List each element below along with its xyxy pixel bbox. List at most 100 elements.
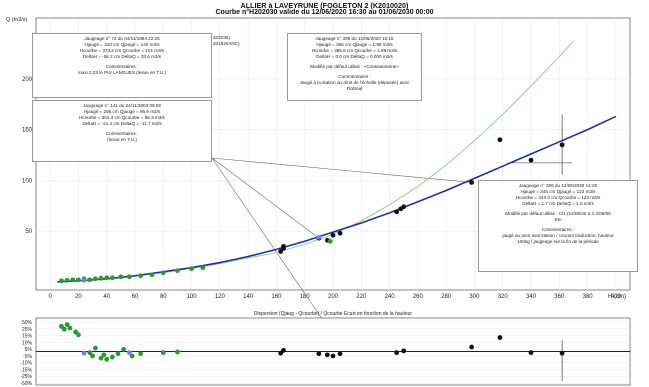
dispersion-point-recent <box>330 353 336 359</box>
tooltip-line: Jaugeage n° 309 du 12/06/2020 16:15 <box>315 36 394 41</box>
tooltip-connector <box>211 157 320 239</box>
x-tick-label: 340 <box>526 294 537 300</box>
active-rating-curve <box>57 115 617 283</box>
y-tick-label: 150 <box>22 128 33 134</box>
gauging-point-old <box>109 275 115 281</box>
dispersion-point-selected <box>126 350 132 356</box>
tooltip-line: DeltaH = 1.7 cm DeltaQ = 1.0 m3/s <box>522 201 594 206</box>
dispersion-point-old <box>115 351 121 357</box>
dispersion-point-old <box>87 350 93 356</box>
dispersion-point-old <box>90 353 95 359</box>
tooltip-line: Commentaires : <box>338 74 371 79</box>
tooltip-line: DeltaH = -21.4 cm DeltaQ = -11.7 m3/s <box>82 121 162 126</box>
dispersion-point-old <box>67 325 73 331</box>
dispersion-point-old <box>109 354 115 360</box>
tooltip-line: Hcourbe = 373.2 cm Qcourbe = 101 m3/s <box>79 48 165 53</box>
x-tick-label: 100 <box>187 294 198 300</box>
tooltip-jaugeage-72: Jaugeage n° 72 du 04/11/1994 22:26 Hjaug… <box>32 33 212 98</box>
gauging-point-old <box>126 274 132 280</box>
tooltip-line: Hjaugé = 295 cm Qjaugé = 96.6 m3/s <box>83 109 161 114</box>
gauging-point-old <box>118 274 124 280</box>
tooltip-line: Hjaugé = 365 cm Qjaugé = 1.95 m3/s <box>316 42 393 47</box>
dispersion-point-recent <box>528 350 534 356</box>
dispersion-point-old <box>101 352 107 358</box>
x-tick-label: 0 <box>48 294 52 300</box>
gauging-point-old <box>76 277 81 283</box>
x-tick-label: 80 <box>160 294 167 300</box>
x-tick-label: 320 <box>498 294 509 300</box>
dispersion-point-selected <box>81 350 87 356</box>
dispersion-point-old <box>61 326 67 332</box>
tooltip-line: jaugé au pont aval station / courant tra… <box>502 233 614 238</box>
chart-title: ALLIER à LAVEYRUNE (FOGLETON 2 (K2010020… <box>240 1 409 10</box>
dispersion-point-old <box>160 350 166 356</box>
tooltip-line: Modifié par défaut utilisé : Cl1 (12/06/… <box>505 211 611 216</box>
gauging-point-old <box>98 275 104 281</box>
dispersion-point-old <box>175 349 180 355</box>
x-tick-label: 160 <box>271 294 282 300</box>
tooltip-line: 100kg / jaugeage sur la fin de la périod… <box>517 239 599 244</box>
x-tick-label: 400 <box>611 294 622 300</box>
tooltip-line: Hcourbe = 301.4 cm Qcourbe = 96.3 m3/s <box>79 115 165 120</box>
gauging-point-selected <box>81 277 87 283</box>
legend-fragment: 202030) 201920ANC) <box>213 35 240 47</box>
legend-line-1: 202030) <box>213 35 230 40</box>
tooltip-line: DeltaH = -56.2 cm DeltaQ = 33.6 m3/s <box>82 54 162 59</box>
dispersion-point-old <box>93 345 98 351</box>
gauging-point-old <box>104 275 110 281</box>
y-tick-label: 200 <box>22 77 33 83</box>
x-tick-label: 380 <box>583 294 594 300</box>
dispersion-point-old <box>104 356 110 362</box>
tooltip-line: Jaugé à la station au droit de l'échelle… <box>299 80 410 85</box>
dispersion-point-old <box>76 332 81 338</box>
tooltip-line: Hjaugé = 310 cm Qjaugé = 140 m3/s <box>84 42 160 47</box>
dispersion-point-recent <box>281 347 286 353</box>
gauging-point-selected <box>316 234 322 240</box>
dispersion-tick-label: -5% <box>23 354 32 360</box>
legend-line-2: 201920ANC) <box>213 41 240 46</box>
x-tick-label: 300 <box>469 294 480 300</box>
gauging-point-old <box>200 265 206 271</box>
y-axis-label: Q (m3/s) <box>6 17 28 23</box>
x-tick-label: 40 <box>103 294 110 300</box>
dispersion-plot-area: Dispersion (Qjaug - Qcourbe) / Qcourbe E… <box>20 311 631 387</box>
dispersion-tick-label: -10% <box>20 361 32 367</box>
dispersion-point-old <box>98 355 104 361</box>
tooltip-line: Jaugeage n° 306 du 12/06/2020 14:26 <box>518 183 598 188</box>
dispersion-tick-label: 15% <box>22 334 33 340</box>
gauging-point-old <box>93 276 98 282</box>
gauging-point-old <box>64 277 70 283</box>
gauging-point-old <box>175 268 180 274</box>
dispersion-title: Dispersion (Qjaug - Qcourbe) / Qcourbe E… <box>254 311 412 317</box>
tooltip-line: Jaugeage n° 72 du 04/11/1994 22:26 <box>84 36 160 41</box>
gauging-point-old <box>87 277 93 283</box>
gauging-point-recent <box>278 249 284 254</box>
x-tick-label: 20 <box>75 294 82 300</box>
tooltip-jaugeage-306: Jaugeage n° 306 du 12/06/2020 14:26 Hjau… <box>478 180 638 272</box>
dispersion-point-recent <box>316 351 322 357</box>
y-tick-label: 100 <box>22 178 33 184</box>
x-tick-label: 220 <box>356 294 367 300</box>
tooltip-line: SKi <box>554 217 562 222</box>
tooltip-line: Hjaugé = 345 cm Qjaugé = 122 m3/s <box>520 189 596 194</box>
tooltip-line: Jaugeage n° 141 du 24/11/2003 09:59 <box>83 103 161 108</box>
x-tick-label: 200 <box>328 294 339 300</box>
dispersion-tick-label: -25% <box>20 374 32 380</box>
x-tick-label: 60 <box>132 294 139 300</box>
gauging-point-old <box>149 272 155 278</box>
tooltip-line: maxi 3.23 le PUI LANGUES (lesue en T.U.) <box>78 70 166 75</box>
tooltip-jaugeage-309: Jaugeage n° 309 du 12/06/2020 16:15 Hjau… <box>287 33 422 101</box>
tooltip-line: DeltaH = 0.0 cm DeltaQ = 0.000 m3/s <box>316 54 393 59</box>
gauging-point-old <box>70 277 76 283</box>
dispersion-tick-label: 10% <box>22 340 33 346</box>
gauging-point-old <box>327 238 333 244</box>
tooltip-connector <box>211 157 343 349</box>
gauging-point-recent <box>469 180 474 185</box>
dispersion-tick-label: 50% <box>22 320 33 326</box>
tooltip-line: Commentaires : <box>105 131 139 136</box>
x-tick-label: 360 <box>554 294 565 300</box>
dispersion-point-recent <box>324 352 330 358</box>
x-axis-label: H (cm) <box>608 294 626 300</box>
x-tick-label: 280 <box>441 294 452 300</box>
